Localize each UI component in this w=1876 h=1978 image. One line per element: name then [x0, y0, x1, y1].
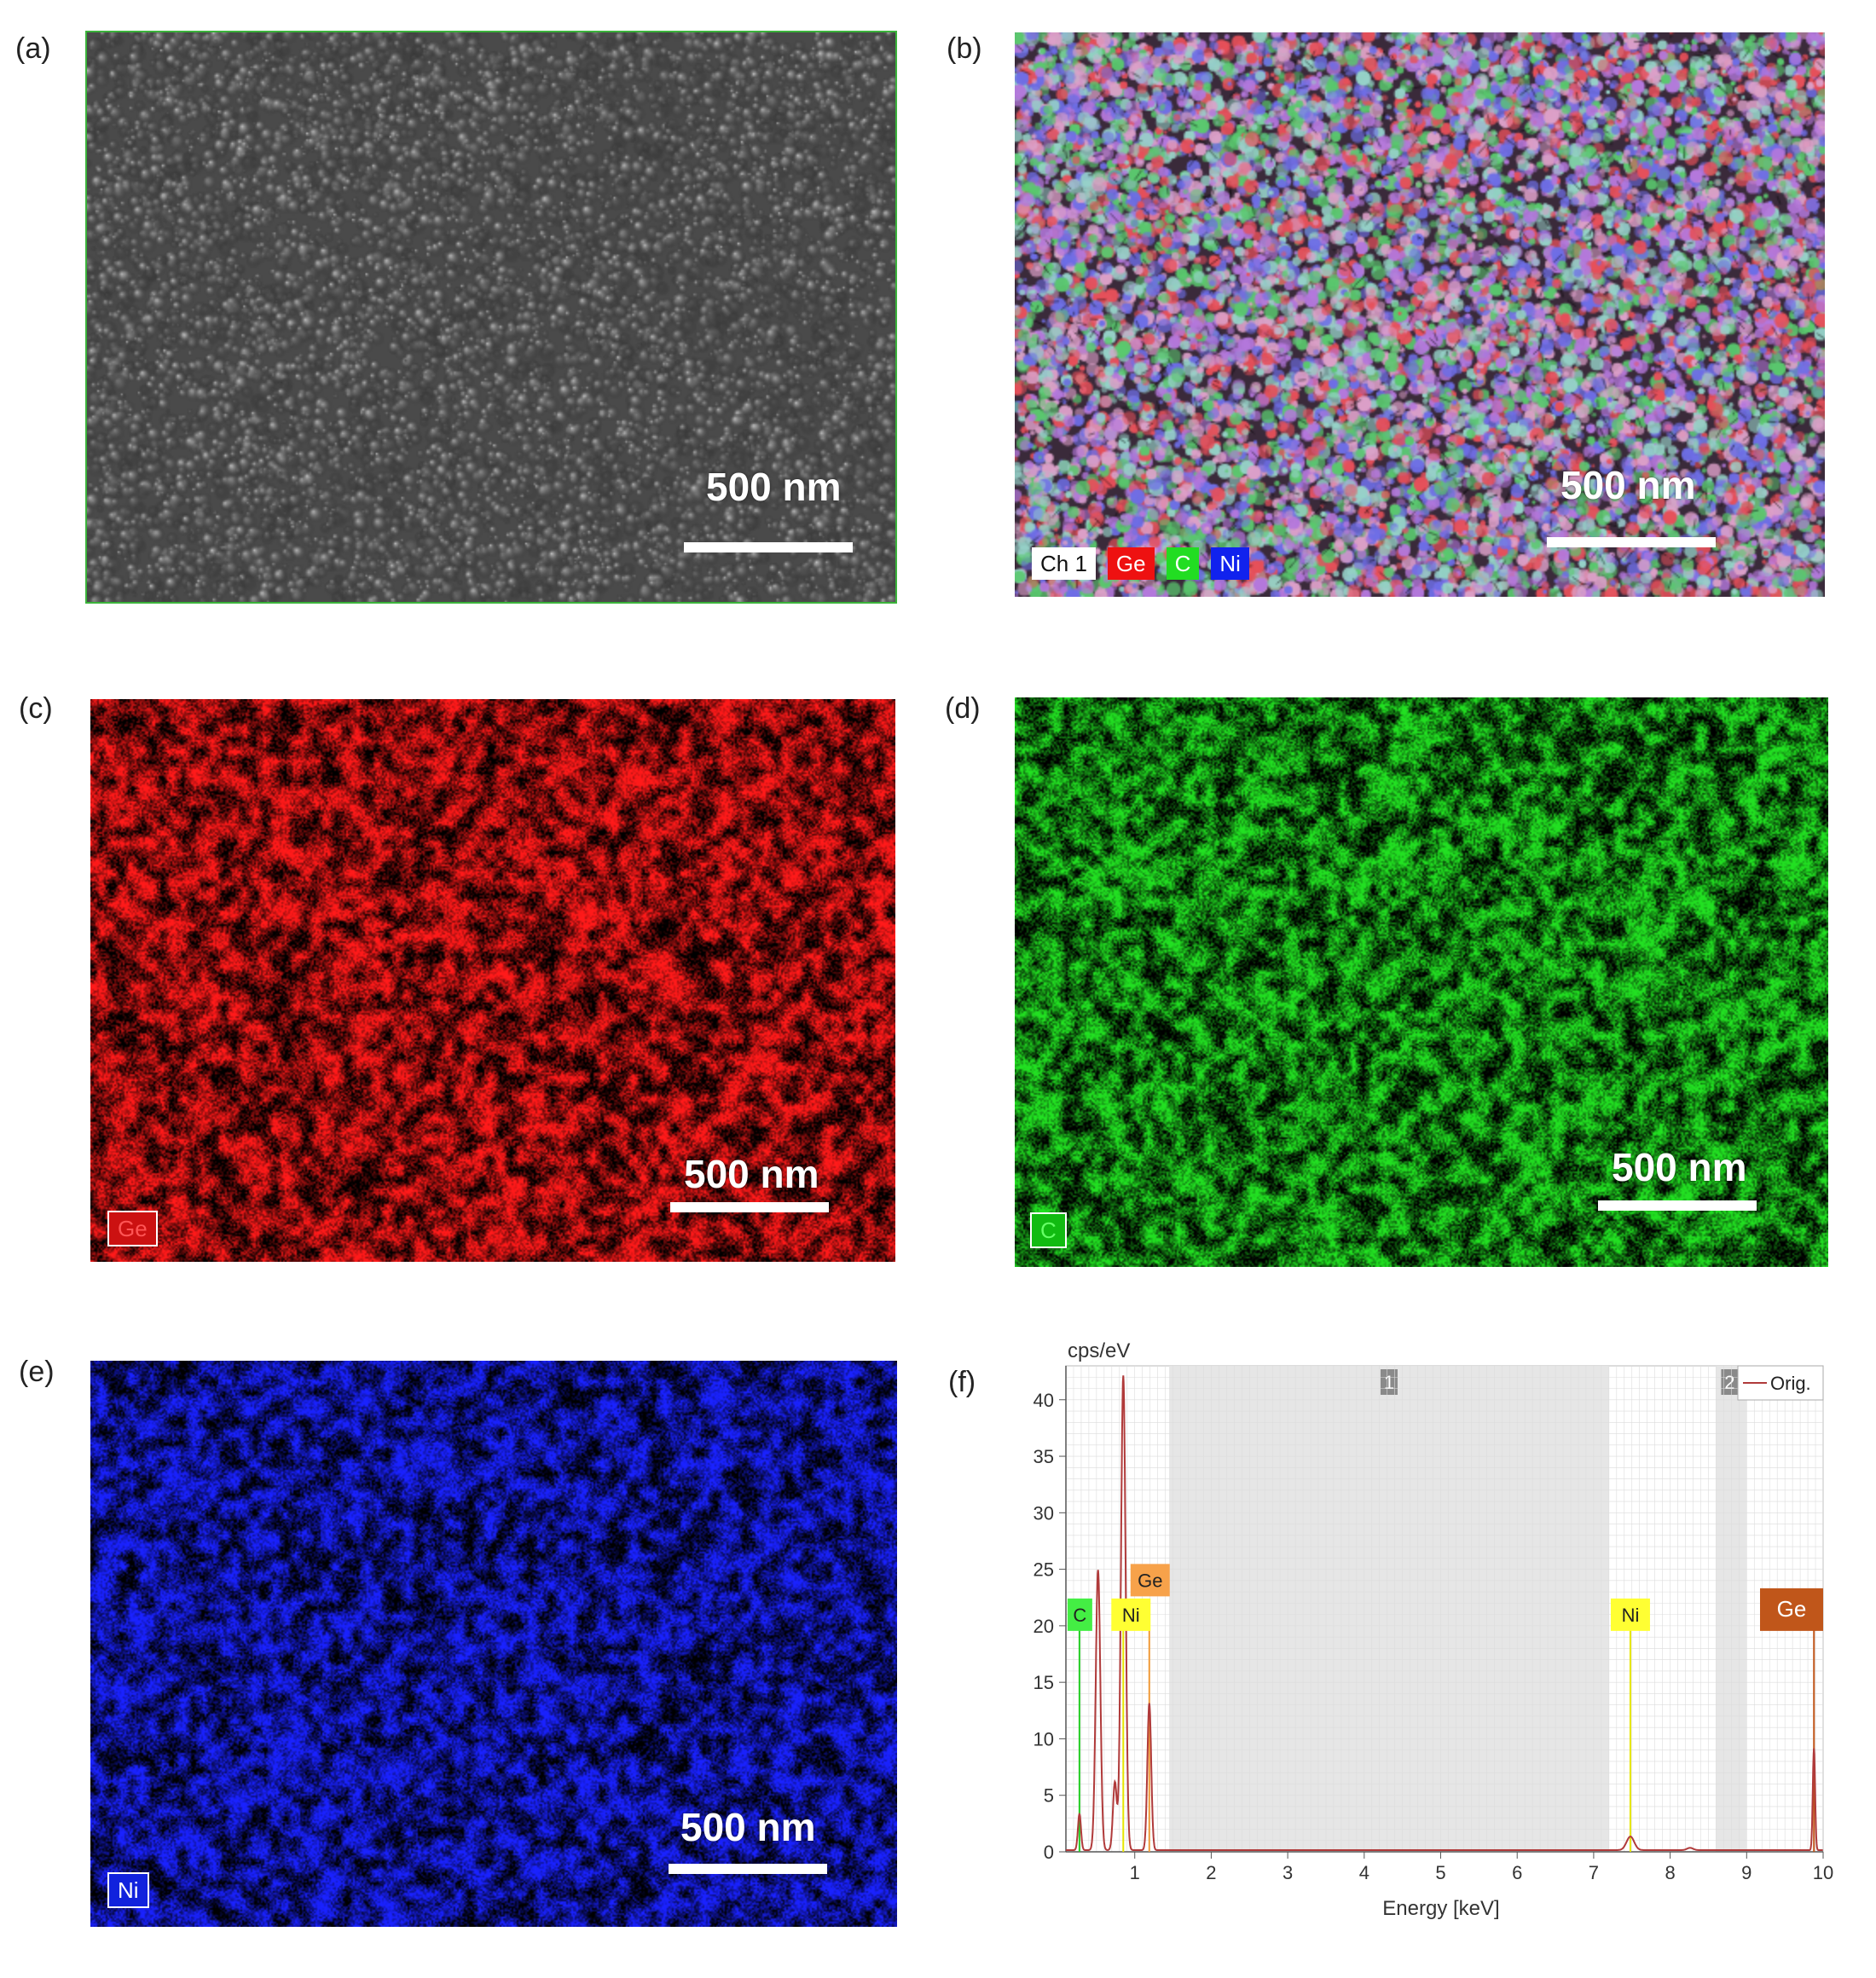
panel-label-a: (a) — [15, 32, 51, 65]
element-tag-bg-ge — [1760, 1588, 1823, 1631]
x-tick-label: 8 — [1665, 1862, 1675, 1883]
panel-label-b: (b) — [947, 32, 982, 65]
y-tick-label: 15 — [1034, 1672, 1054, 1693]
x-tick-label: 6 — [1512, 1862, 1522, 1883]
y-tick-label: 25 — [1034, 1559, 1054, 1581]
legend-ge: Ge — [1107, 547, 1155, 580]
c-channel-tag: C — [1030, 1212, 1067, 1248]
panel-label-e: (e) — [19, 1356, 55, 1388]
x-tick-label: 10 — [1813, 1862, 1833, 1883]
x-axis-label: Energy [keV] — [1382, 1897, 1499, 1920]
scale-bar-label: 500 nm — [680, 1805, 816, 1849]
eds-spectrum-chart: cps/eV Energy [keV] 1 2 1 2 3 4 5 6 7 8 9 10 0 5 10 15 2… — [1034, 1339, 1834, 1920]
element-tag-ge: Ge — [1777, 1596, 1807, 1622]
x-tick-label: 7 — [1589, 1862, 1599, 1883]
panel-label-d: (d) — [945, 692, 981, 725]
ge-channel-tag: Ge — [107, 1211, 158, 1246]
x-tick-label: 3 — [1283, 1862, 1293, 1883]
ni-map-panel: 500 nm Ni — [90, 1361, 897, 1927]
legend-ni: Ni — [1211, 547, 1249, 580]
x-tick-label: 5 — [1435, 1862, 1445, 1883]
scale-bar — [670, 1202, 829, 1212]
element-tag-bg-ni — [1610, 1598, 1650, 1631]
plot-area: 1 2 1 2 3 4 5 6 7 8 9 10 0 5 10 15 20 25 30 35 40 C Ni Ge Ni Ge Or… — [1034, 1365, 1833, 1883]
region-label-1: 1 — [1384, 1372, 1394, 1393]
x-tick-label: 1 — [1130, 1862, 1140, 1883]
spectrum-line — [1066, 1375, 1823, 1851]
scale-bar-label: 500 nm — [1560, 463, 1696, 507]
x-tick-label: 4 — [1359, 1862, 1369, 1883]
eds-overlay-panel: 500 nm Ch 1 Ge C Ni — [1015, 32, 1825, 597]
legend-ch1: Ch 1 — [1032, 547, 1096, 580]
scale-bar — [669, 1864, 827, 1874]
scale-bar — [1547, 537, 1716, 547]
legend-c: C — [1166, 547, 1200, 580]
region-1 — [1169, 1366, 1609, 1852]
ni-channel-tag: Ni — [107, 1872, 149, 1908]
scale-bar-label: 500 nm — [706, 465, 842, 509]
scale-bar — [1598, 1200, 1757, 1211]
sem-image-panel: 500 nm — [85, 31, 897, 604]
element-tag-c: C — [1073, 1605, 1086, 1626]
y-tick-label: 5 — [1044, 1785, 1054, 1807]
y-axis-label: cps/eV — [1068, 1339, 1130, 1362]
x-tick-label: 2 — [1206, 1862, 1216, 1883]
ni-elemental-map — [90, 1361, 897, 1927]
ge-elemental-map — [90, 699, 895, 1262]
c-elemental-map — [1015, 697, 1828, 1267]
panel-label-f: (f) — [948, 1366, 976, 1398]
element-tag-ni: Ni — [1122, 1605, 1140, 1626]
y-tick-label: 30 — [1034, 1502, 1054, 1524]
legend-label: Orig. — [1770, 1373, 1811, 1394]
element-tag-bg-c — [1067, 1598, 1092, 1631]
scale-bar-label: 500 nm — [684, 1152, 819, 1196]
scale-bar-label: 500 nm — [1612, 1145, 1747, 1189]
y-tick-label: 35 — [1034, 1446, 1054, 1467]
ge-map-panel: 500 nm Ge — [90, 699, 895, 1262]
element-tag-bg-ni — [1111, 1598, 1151, 1631]
scale-bar — [684, 542, 853, 552]
element-tag-bg-ge — [1130, 1564, 1170, 1597]
y-tick-label: 10 — [1034, 1728, 1054, 1750]
y-tick-label: 20 — [1034, 1616, 1054, 1637]
panel-label-c: (c) — [19, 692, 53, 725]
y-tick-label: 0 — [1044, 1842, 1054, 1863]
element-tag-ni: Ni — [1622, 1605, 1640, 1626]
region-label-2: 2 — [1724, 1372, 1734, 1393]
element-tag-ge: Ge — [1138, 1570, 1162, 1591]
y-tick-label: 40 — [1034, 1390, 1054, 1411]
c-map-panel: 500 nm C — [1015, 697, 1828, 1267]
sem-micrograph — [87, 32, 895, 602]
channel-legend: Ch 1 Ge C Ni — [1032, 547, 1249, 580]
eds-overlay-map — [1015, 32, 1825, 597]
x-tick-label: 9 — [1741, 1862, 1752, 1883]
